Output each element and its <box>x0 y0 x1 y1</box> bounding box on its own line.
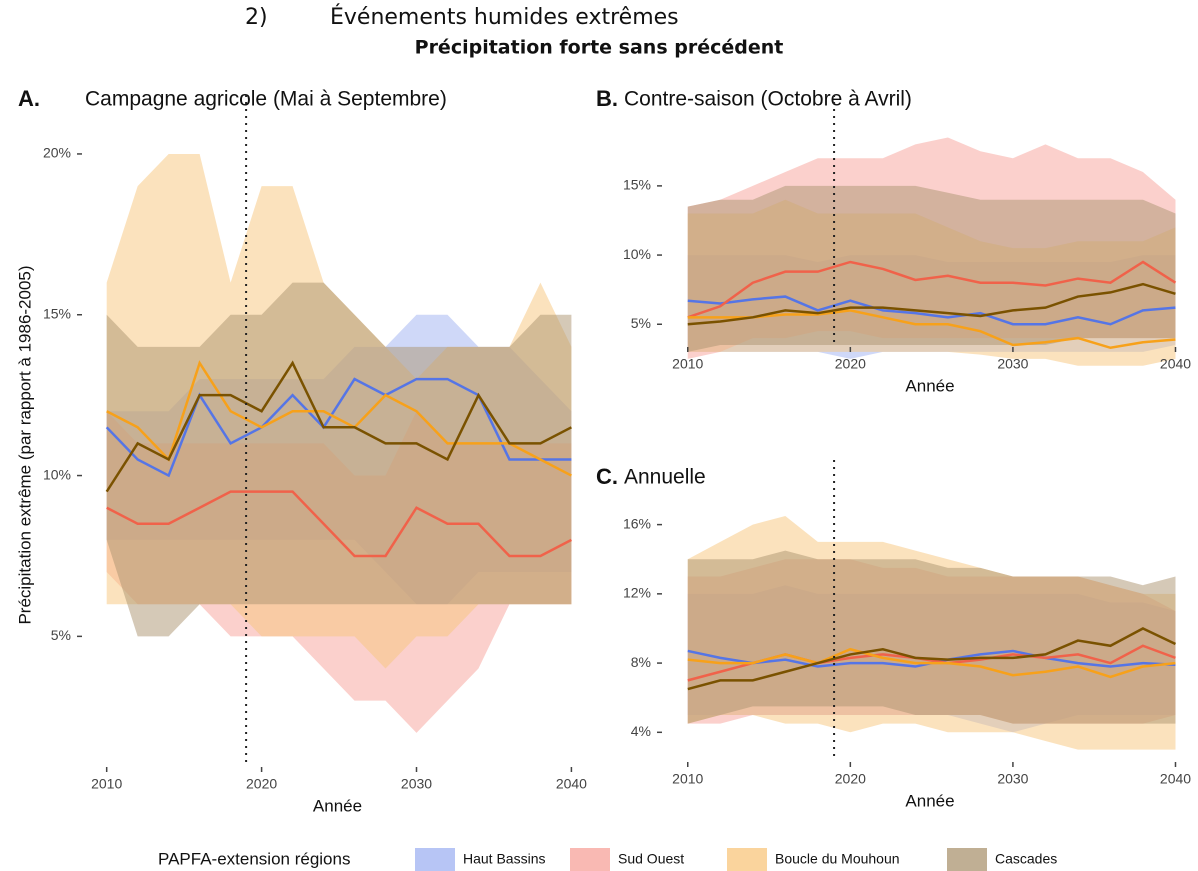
x-tick-label: 2030 <box>997 356 1028 372</box>
y-tick-label: 15% <box>623 177 651 193</box>
y-tick-label: 5% <box>51 627 71 643</box>
legend-key <box>727 848 767 871</box>
y-tick-label: 16% <box>623 515 651 531</box>
series-line <box>105 377 572 478</box>
y-tick-label: 10% <box>43 466 71 482</box>
figure-number: 2) <box>245 5 268 30</box>
legend-title: PAPFA-extension régions <box>158 849 350 868</box>
series-line <box>687 260 1177 319</box>
y-tick-label: 15% <box>43 305 71 321</box>
series-line <box>687 647 1176 679</box>
series-line <box>687 627 1177 691</box>
series-line <box>687 295 1176 326</box>
x-tick-label: 2040 <box>1160 771 1191 787</box>
band <box>687 185 1176 352</box>
x-tick-label: 2010 <box>91 776 122 792</box>
y-axis-label: Précipitation extrême (par rapport à 198… <box>15 265 34 624</box>
x-tick-label: 2030 <box>997 771 1028 787</box>
band <box>687 550 1176 724</box>
legend-key <box>947 848 987 871</box>
legend-label: Boucle du Mouhoun <box>775 851 900 867</box>
x-tick-label: 2020 <box>246 776 277 792</box>
series-line <box>105 360 572 493</box>
panel-label: B. <box>596 86 618 111</box>
y-tick-label: 10% <box>623 246 651 262</box>
legend-label: Haut Bassins <box>463 851 545 867</box>
panel-title: Contre-saison (Octobre à Avril) <box>624 88 912 111</box>
x-axis-label: Année <box>905 791 954 810</box>
legend-label: Cascades <box>995 851 1057 867</box>
x-axis-label: Année <box>313 796 362 815</box>
series-line <box>687 282 1176 326</box>
y-tick-label: 8% <box>631 654 651 670</box>
series-line <box>687 309 1176 350</box>
y-tick-label: 12% <box>623 585 651 601</box>
x-tick-label: 2040 <box>1160 356 1191 372</box>
y-tick-label: 20% <box>43 145 71 161</box>
x-tick-label: 2040 <box>556 776 587 792</box>
x-tick-label: 2020 <box>835 771 866 787</box>
legend-label: Sud Ouest <box>618 851 684 867</box>
series-line <box>106 490 572 558</box>
x-tick-label: 2010 <box>672 771 703 787</box>
legend-key <box>415 848 455 871</box>
band <box>106 282 572 637</box>
series-line <box>106 360 572 477</box>
x-axis-label: Année <box>905 376 954 395</box>
x-tick-label: 2020 <box>835 356 866 372</box>
legend-key <box>570 848 610 871</box>
panel-label: A. <box>18 86 40 111</box>
panel-label: C. <box>596 464 618 489</box>
x-tick-label: 2030 <box>401 776 432 792</box>
figure-subtitle: Précipitation forte sans précédent <box>415 37 784 59</box>
panel-title: Annuelle <box>624 466 706 489</box>
x-tick-label: 2010 <box>672 356 703 372</box>
y-tick-label: 4% <box>631 723 651 739</box>
figure-title: Événements humides extrêmes <box>330 4 679 30</box>
y-tick-label: 5% <box>631 315 651 331</box>
panel-title: Campagne agricole (Mai à Septembre) <box>85 88 447 111</box>
